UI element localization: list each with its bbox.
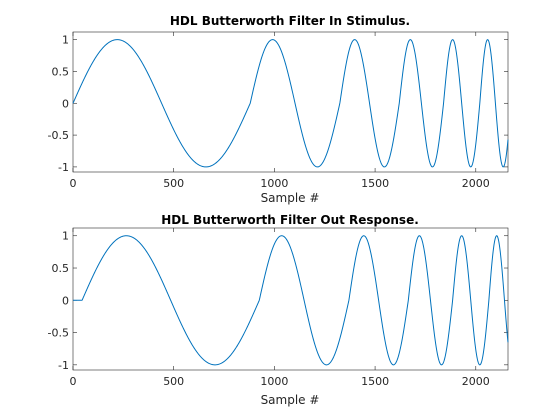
response-x-tick-label: 0 (70, 375, 77, 388)
stimulus-title: HDL Butterworth Filter In Stimulus. (170, 14, 410, 28)
response-series-line (73, 235, 509, 366)
response-x-label: Sample # (261, 393, 320, 407)
response-title: HDL Butterworth Filter Out Response. (161, 213, 419, 227)
response-x-tick-label: 500 (163, 375, 184, 388)
response-y-tick-label: -1 (58, 359, 69, 372)
stimulus-x-tick-label: 0 (70, 177, 77, 190)
stimulus-x-tick-label: 1000 (260, 177, 288, 190)
response-y-tick-label: -0.5 (48, 327, 69, 340)
response-y-tick-label: 0 (62, 294, 69, 307)
response-x-ticks: 0 500 1000 1500 2000 (70, 228, 490, 388)
stimulus-y-tick-label: 0.5 (52, 65, 70, 78)
stimulus-x-tick-label: 500 (163, 177, 184, 190)
response-plot: 0 500 1000 1500 2000 -1 -0.5 0 0.5 1 HDL Butterw… (48, 213, 509, 407)
response-x-tick-label: 1500 (361, 375, 389, 388)
stimulus-y-tick-label: 1 (62, 34, 69, 47)
stimulus-y-tick-label: -1 (58, 161, 69, 174)
stimulus-y-ticks: -1 -0.5 0 0.5 1 (48, 34, 508, 174)
stimulus-plot: 0 500 1000 1500 2000 -1 -0.5 0 0.5 1 HDL Butterw… (48, 14, 509, 205)
response-y-tick-label: 0.5 (52, 262, 70, 275)
response-x-tick-label: 2000 (462, 375, 490, 388)
stimulus-series-line (72, 39, 509, 168)
stimulus-y-tick-label: 0 (62, 97, 69, 110)
stimulus-axes-box (72, 31, 509, 173)
stimulus-x-tick-label: 2000 (462, 177, 490, 190)
stimulus-x-ticks: 0 500 1000 1500 2000 (70, 32, 490, 190)
response-y-ticks: -1 -0.5 0 0.5 1 (48, 230, 508, 372)
stimulus-x-label: Sample # (261, 191, 320, 205)
response-axes-box (72, 227, 509, 371)
stimulus-x-tick-label: 1500 (361, 177, 389, 190)
response-x-tick-label: 1000 (260, 375, 288, 388)
response-y-tick-label: 1 (62, 230, 69, 243)
stimulus-y-tick-label: -0.5 (48, 129, 69, 142)
